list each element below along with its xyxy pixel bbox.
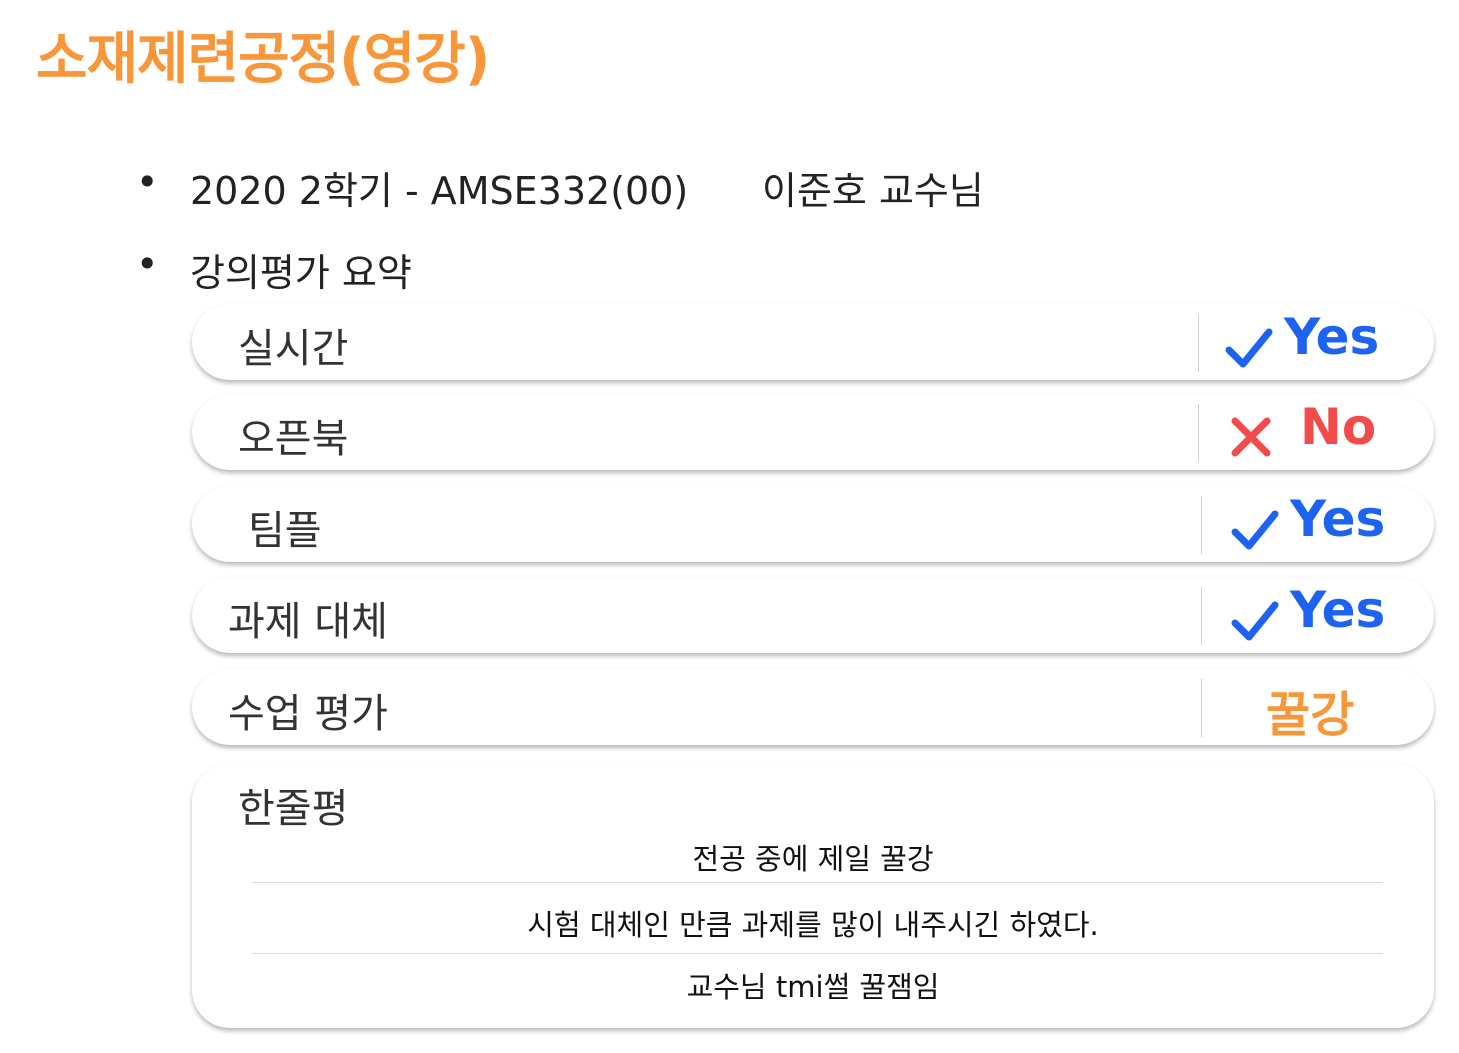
row-divider [1201,679,1202,737]
x-icon [1231,417,1271,457]
check-icon [1231,601,1279,641]
one-line-review-box: 한줄평 전공 중에 제일 꿀강 시험 대체인 만큼 과제를 많이 내주시긴 하였… [192,764,1434,1028]
row-divider [1198,314,1199,372]
row-label: 팀플 [248,508,322,554]
row-label: 오픈북 [238,416,349,462]
page-title: 소재제련공정(영강) [36,27,490,92]
row-assignment-replacement: 과제 대체 Yes [192,577,1434,653]
review-line: 시험 대체인 만큼 과제를 많이 내주시긴 하였다. [527,908,1099,942]
row-divider [1201,587,1202,645]
divider [252,882,1383,883]
bullet-dot: • [136,160,159,204]
evaluation-heading: 강의평가 요약 [190,251,412,295]
course-info: 2020 2학기 - AMSE332(00) [190,169,689,213]
row-value: Yes [1290,490,1386,548]
divider [252,953,1383,954]
row-openbook: 오픈북 No [192,394,1434,470]
check-icon [1225,328,1273,368]
summary-label: 한줄평 [238,786,349,832]
professor-name: 이준호 교수님 [762,169,984,213]
review-line: 교수님 tmi썰 꿀잼임 [686,970,940,1004]
row-value: Yes [1284,308,1380,366]
review-line: 전공 중에 제일 꿀강 [692,842,934,876]
row-label: 과제 대체 [228,599,388,645]
row-value: No [1300,398,1377,456]
row-teamproject: 팀플 Yes [192,486,1434,562]
bullet-dot: • [136,242,159,286]
row-realtime: 실시간 Yes [192,304,1434,380]
row-divider [1198,404,1199,462]
row-divider [1201,496,1202,554]
check-icon [1231,510,1279,550]
row-value: 꿀강 [1266,687,1355,743]
row-label: 수업 평가 [228,691,388,737]
row-value: Yes [1290,581,1386,639]
row-class-rating: 수업 평가 꿀강 [192,669,1434,745]
row-label: 실시간 [238,326,349,372]
